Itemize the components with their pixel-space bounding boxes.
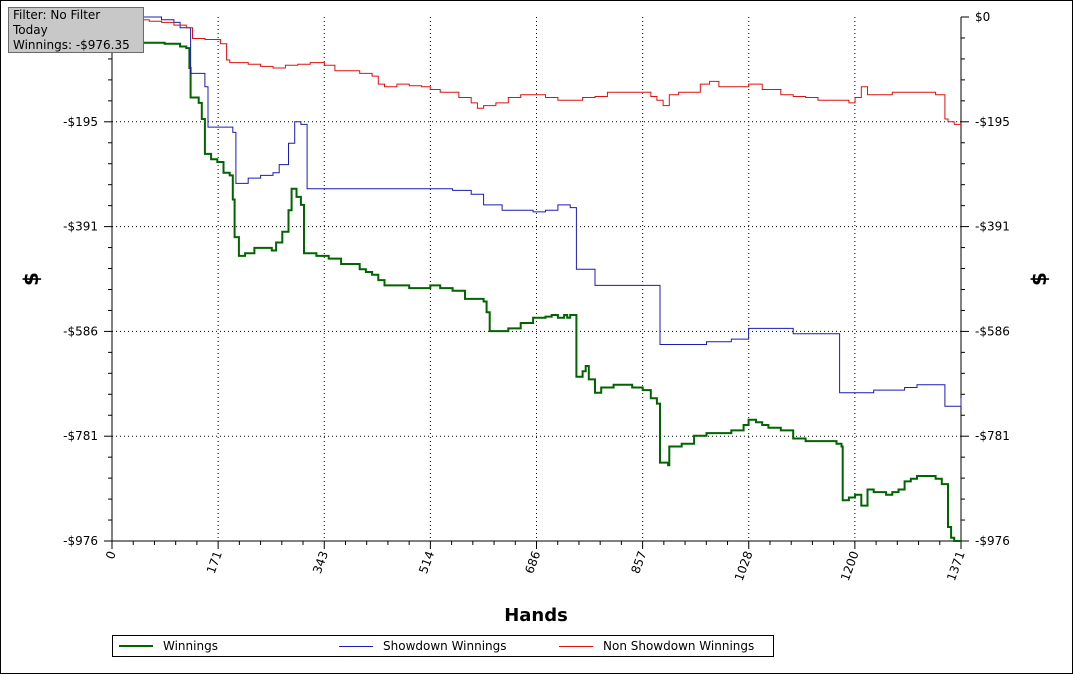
chart-legend: Winnings Showdown Winnings Non Showdown …: [112, 635, 774, 657]
axis-ticks: [104, 16, 969, 549]
x-tick-label: 171: [204, 549, 225, 575]
x-tick-label: 686: [522, 549, 543, 575]
legend-label-showdown: Showdown Winnings: [383, 639, 507, 653]
x-tick-label: 343: [310, 549, 331, 575]
legend-swatch-winnings: [119, 645, 153, 647]
y-tick-label-left: -$976: [63, 534, 98, 548]
legend-label-non-showdown: Non Showdown Winnings: [603, 639, 755, 653]
x-tick-label: 1028: [732, 549, 756, 582]
y-tick-label-right: $0: [975, 10, 990, 24]
y-tick-label-left: -$195: [63, 115, 98, 129]
legend-item-showdown: Showdown Winnings: [339, 636, 507, 656]
x-tick-label: 857: [628, 549, 649, 575]
legend-item-winnings: Winnings: [119, 636, 218, 656]
legend-swatch-showdown: [339, 645, 373, 647]
y-tick-label-right: -$781: [975, 429, 1010, 443]
series-lines: [112, 16, 962, 542]
series-line-showdown-winnings: [112, 16, 962, 407]
legend-label-winnings: Winnings: [163, 639, 218, 653]
x-tick-label: 1371: [944, 549, 968, 582]
legend-swatch-non-showdown: [559, 645, 593, 647]
series-line-non-showdown-winnings: [112, 16, 961, 125]
y-tick-label-right: -$195: [975, 115, 1010, 129]
filter-info-box: Filter: No Filter Today Winnings: -$976.…: [8, 7, 144, 53]
x-tick-label: 1200: [838, 549, 862, 582]
plot-area: [112, 17, 961, 541]
winnings-total-label: Winnings: -$976.35: [13, 38, 130, 52]
y-tick-label-right: -$976: [975, 534, 1010, 548]
y-tick-label-left: -$391: [63, 220, 98, 234]
y-tick-label-right: -$586: [975, 324, 1010, 338]
x-tick-label: 514: [416, 549, 437, 575]
x-axis-title: Hands: [504, 605, 568, 626]
y-axis-title-right: $: [1027, 272, 1051, 286]
grid-lines: [112, 17, 961, 541]
x-tick-label: 0: [103, 549, 119, 561]
date-range-label: Today: [13, 23, 48, 37]
y-axis-title-left: $: [19, 272, 43, 286]
filter-label: Filter: No Filter: [13, 8, 101, 22]
y-tick-label-left: -$586: [63, 324, 98, 338]
series-line-winnings: [112, 16, 961, 542]
legend-item-non-showdown: Non Showdown Winnings: [559, 636, 754, 656]
y-tick-label-left: -$781: [63, 429, 98, 443]
y-tick-label-right: -$391: [975, 220, 1010, 234]
